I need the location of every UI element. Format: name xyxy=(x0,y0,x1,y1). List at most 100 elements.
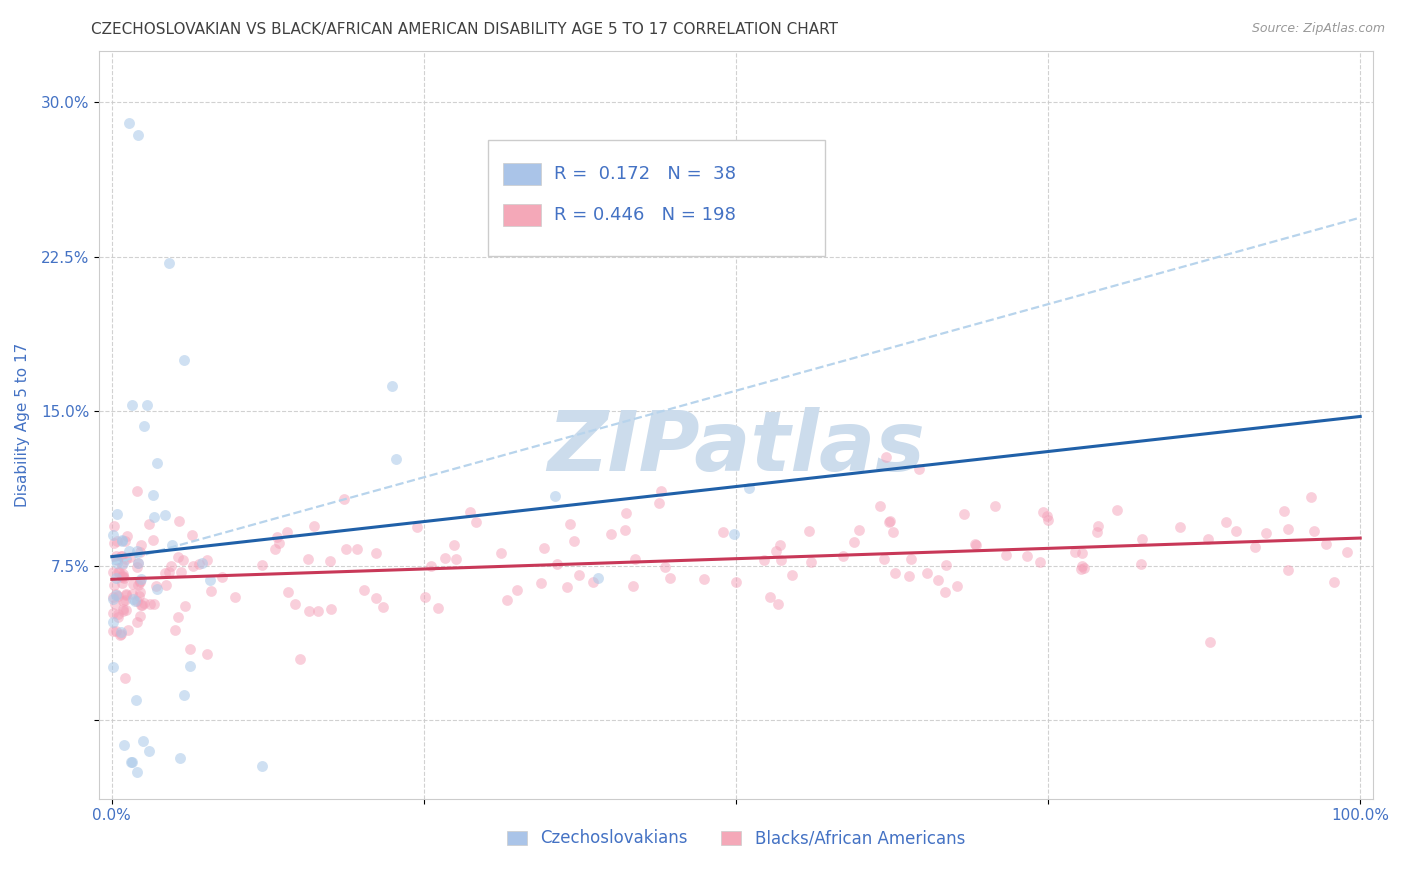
Point xyxy=(127,556,149,570)
Point xyxy=(1028,555,1050,569)
Point xyxy=(413,590,436,604)
Point xyxy=(105,533,128,548)
Point xyxy=(848,523,870,537)
Point xyxy=(131,599,153,613)
Point xyxy=(769,538,792,552)
Point xyxy=(1277,563,1299,577)
Point xyxy=(465,515,488,529)
Point xyxy=(659,571,682,585)
Point xyxy=(101,615,124,630)
Text: CZECHOSLOVAKIAN VS BLACK/AFRICAN AMERICAN DISABILITY AGE 5 TO 17 CORRELATION CHA: CZECHOSLOVAKIAN VS BLACK/AFRICAN AMERICA… xyxy=(91,22,838,37)
Point xyxy=(200,584,222,599)
Point xyxy=(557,581,579,595)
Point xyxy=(114,592,136,607)
Point xyxy=(191,556,214,570)
Point xyxy=(129,572,152,586)
Point xyxy=(129,575,152,590)
Point xyxy=(614,507,637,521)
Point xyxy=(269,536,291,550)
Point xyxy=(1070,562,1092,576)
Point xyxy=(142,488,165,502)
Point xyxy=(138,744,160,758)
Point xyxy=(723,527,745,541)
Point xyxy=(277,585,299,599)
Point xyxy=(132,597,155,611)
Point xyxy=(346,542,368,557)
Point xyxy=(568,567,591,582)
Point xyxy=(111,534,134,549)
Point xyxy=(101,566,124,580)
Point xyxy=(250,759,273,773)
Point xyxy=(613,523,636,537)
Point xyxy=(724,575,747,590)
Point xyxy=(1315,537,1337,551)
Point xyxy=(1105,503,1128,517)
Point xyxy=(167,609,190,624)
Point xyxy=(104,587,127,601)
Point xyxy=(530,576,553,591)
Point xyxy=(419,559,441,574)
Point xyxy=(111,533,134,547)
Point xyxy=(121,592,143,607)
Point xyxy=(118,116,141,130)
Point xyxy=(533,541,555,555)
Point xyxy=(111,575,134,590)
Point xyxy=(111,568,134,582)
Point xyxy=(752,553,775,567)
Point xyxy=(170,565,193,579)
Point xyxy=(105,624,128,639)
Point xyxy=(1277,522,1299,536)
Point xyxy=(143,597,166,611)
Point xyxy=(121,398,143,412)
Legend: Czechoslovakians, Blacks/African Americans: Czechoslovakians, Blacks/African America… xyxy=(501,822,972,854)
Point xyxy=(917,566,939,581)
Point xyxy=(582,575,605,590)
Point xyxy=(318,554,340,568)
Point xyxy=(128,589,150,603)
Point xyxy=(446,551,468,566)
Point xyxy=(195,553,218,567)
Point xyxy=(965,538,987,552)
Point xyxy=(179,658,201,673)
Point xyxy=(145,579,167,593)
Point xyxy=(122,576,145,591)
Point xyxy=(381,378,404,392)
Point xyxy=(105,507,128,521)
Point xyxy=(174,599,197,614)
Point xyxy=(101,660,124,674)
Point xyxy=(250,558,273,573)
Point xyxy=(165,624,187,638)
Point xyxy=(364,546,387,560)
Point xyxy=(127,556,149,570)
Point xyxy=(1073,560,1095,574)
Point xyxy=(155,566,177,580)
Point xyxy=(103,535,125,549)
Text: R = 0.446   N = 198: R = 0.446 N = 198 xyxy=(554,206,735,224)
Point xyxy=(298,604,321,618)
Point xyxy=(181,559,204,574)
Point xyxy=(1199,635,1222,649)
Point xyxy=(160,538,183,552)
Point xyxy=(104,597,127,611)
Text: ZIPatlas: ZIPatlas xyxy=(547,407,925,488)
Point xyxy=(103,518,125,533)
Point xyxy=(1032,505,1054,519)
Point xyxy=(120,755,142,769)
Point xyxy=(443,538,465,552)
Point xyxy=(884,566,907,581)
Point xyxy=(1168,520,1191,534)
Point xyxy=(112,567,135,582)
Point xyxy=(1225,524,1247,538)
Point xyxy=(1015,549,1038,563)
Point xyxy=(131,598,153,612)
Point xyxy=(121,755,143,769)
Point xyxy=(264,541,287,556)
Point xyxy=(110,549,132,564)
Point xyxy=(125,560,148,574)
Point xyxy=(934,584,956,599)
Point xyxy=(125,594,148,608)
Point xyxy=(131,538,153,552)
Point xyxy=(965,536,987,550)
Point xyxy=(496,592,519,607)
Point xyxy=(127,128,149,143)
